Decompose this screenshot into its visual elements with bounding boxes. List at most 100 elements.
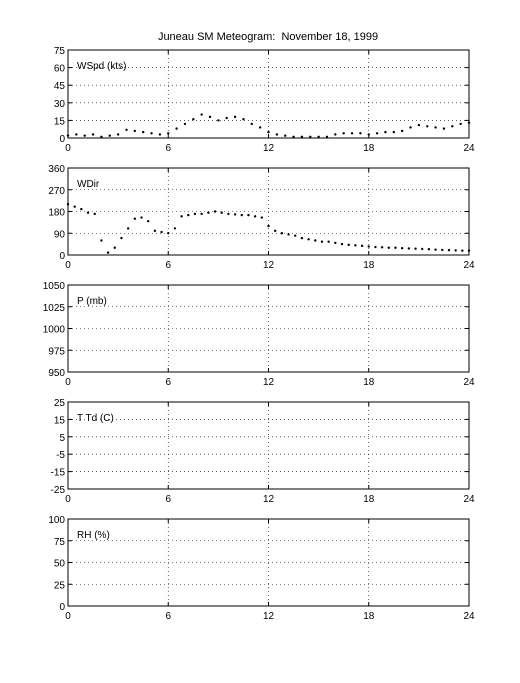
data-point xyxy=(340,242,344,246)
y-tick-label: 25 xyxy=(54,398,66,409)
data-point xyxy=(150,132,153,135)
data-point xyxy=(359,132,362,135)
data-point xyxy=(73,205,76,208)
x-tick-label: 0 xyxy=(65,143,71,154)
data-point xyxy=(360,244,364,248)
data-point xyxy=(66,134,70,137)
panel-4: 0 6 12 18 24 0 25 50 75 100 RH (%) xyxy=(48,515,475,622)
data-point xyxy=(113,246,116,249)
data-point xyxy=(387,246,390,249)
x-tick-label: 12 xyxy=(263,611,275,622)
data-point xyxy=(207,211,210,214)
data-point xyxy=(167,232,170,235)
data-point xyxy=(309,135,312,139)
data-point xyxy=(427,248,431,251)
y-tick-label: 15 xyxy=(54,415,66,426)
data-point xyxy=(86,211,90,214)
data-point xyxy=(227,212,230,216)
data-point xyxy=(467,121,471,124)
x-tick-label: 6 xyxy=(165,260,171,271)
panel-label: RH (%) xyxy=(77,530,110,541)
chart-title: Juneau SM Meteogram: November 18, 1999 xyxy=(157,31,379,43)
data-point xyxy=(173,227,177,230)
data-point xyxy=(467,249,471,252)
panel-2: 0 6 12 18 24 950 975 1000 1025 1050 P (mb) xyxy=(43,281,475,388)
data-point xyxy=(400,247,404,250)
data-point xyxy=(314,239,317,242)
data-point xyxy=(258,126,262,129)
data-point xyxy=(284,134,287,137)
data-point xyxy=(434,248,437,251)
y-tick-label: 15 xyxy=(54,116,66,127)
data-point xyxy=(374,245,377,249)
x-tick-label: 18 xyxy=(363,143,375,154)
data-point xyxy=(147,219,150,223)
data-point xyxy=(342,132,345,135)
y-tick-label: 60 xyxy=(54,64,66,75)
data-point xyxy=(320,240,324,243)
data-point xyxy=(200,212,203,216)
data-point xyxy=(409,126,412,129)
y-tick-label: 180 xyxy=(48,208,65,219)
data-point xyxy=(160,230,163,234)
data-point xyxy=(116,133,120,136)
data-point xyxy=(384,130,387,134)
y-tick-label: 0 xyxy=(59,251,65,262)
y-tick-label: 360 xyxy=(48,164,65,175)
data-point xyxy=(354,244,357,247)
x-tick-label: 0 xyxy=(65,611,71,622)
y-tick-label: 90 xyxy=(54,229,66,240)
data-point xyxy=(141,130,145,134)
x-tick-label: 12 xyxy=(263,494,275,505)
data-point xyxy=(300,236,304,240)
data-point xyxy=(280,232,284,235)
data-point xyxy=(434,126,437,129)
data-point xyxy=(225,116,228,120)
data-point xyxy=(167,132,170,135)
data-point xyxy=(250,122,253,126)
panel-1: 0 6 12 18 24 0 90 180 270 360 WDir xyxy=(48,164,475,271)
panel-label: WDir xyxy=(77,179,100,190)
y-tick-label: 0 xyxy=(59,134,65,145)
data-point xyxy=(273,229,277,233)
x-tick-label: 24 xyxy=(463,377,475,388)
data-point xyxy=(325,135,329,139)
x-tick-label: 24 xyxy=(463,611,475,622)
data-point xyxy=(275,133,279,136)
y-tick-label: 0 xyxy=(59,602,65,613)
data-point xyxy=(80,207,83,211)
data-point xyxy=(247,213,250,217)
x-tick-label: 18 xyxy=(363,494,375,505)
y-tick-label: 45 xyxy=(54,81,66,92)
data-point xyxy=(334,133,337,136)
x-tick-label: 0 xyxy=(65,260,71,271)
data-point xyxy=(350,132,354,135)
data-point xyxy=(200,113,203,116)
data-point xyxy=(267,224,270,228)
data-point xyxy=(260,216,264,219)
panel-label: WSpd (kts) xyxy=(77,61,126,72)
data-point xyxy=(307,238,310,241)
data-point xyxy=(217,119,220,122)
y-tick-label: 75 xyxy=(54,46,66,57)
x-tick-label: 0 xyxy=(65,494,71,505)
x-tick-label: 18 xyxy=(363,260,375,271)
x-tick-label: 12 xyxy=(263,377,275,388)
data-point xyxy=(153,229,157,233)
x-tick-label: 6 xyxy=(165,377,171,388)
y-tick-label: -5 xyxy=(56,450,65,461)
data-point xyxy=(126,227,130,230)
y-tick-label: 25 xyxy=(54,580,66,591)
x-tick-label: 18 xyxy=(363,377,375,388)
y-tick-label: -25 xyxy=(51,485,66,496)
data-point xyxy=(392,130,396,134)
data-point xyxy=(175,127,178,130)
data-point xyxy=(187,213,190,217)
panel-3: 0 6 12 18 24 -25 -15 -5 5 15 25 T Td (C) xyxy=(51,398,475,505)
data-point xyxy=(407,247,411,250)
data-point xyxy=(441,248,444,252)
data-point xyxy=(417,123,421,127)
data-point xyxy=(100,239,103,242)
y-tick-label: 1050 xyxy=(43,281,66,292)
data-point xyxy=(233,115,237,119)
